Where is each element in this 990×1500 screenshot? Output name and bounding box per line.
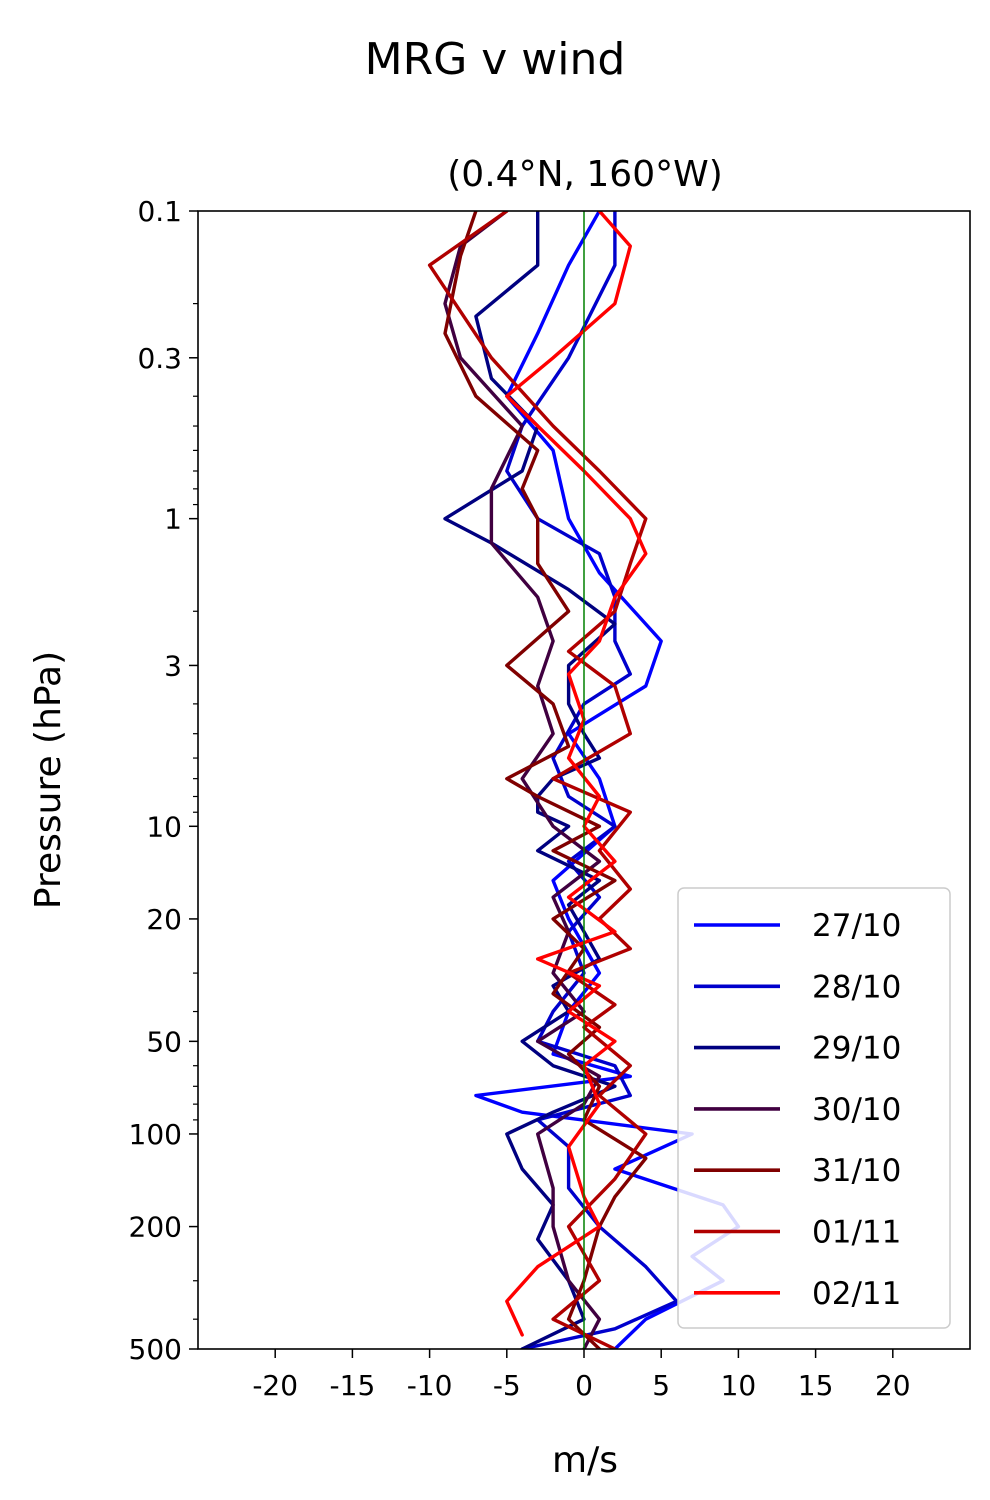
x-tick-label: -15: [330, 1369, 376, 1402]
x-tick-label: 15: [798, 1369, 834, 1402]
chart-title: MRG v wind: [365, 34, 626, 85]
series-line-31-10: [443, 211, 648, 1349]
series-line-29-10: [443, 211, 617, 1349]
x-tick-label: 0: [575, 1369, 593, 1402]
legend: 27/10 28/10 29/10 30/10 31/10 01/11 02/11: [677, 887, 951, 1329]
y-tick-label: 1: [164, 503, 182, 536]
legend-label: 02/11: [812, 1276, 901, 1312]
legend-label: 29/10: [812, 1031, 901, 1067]
series-line-30-10: [443, 211, 602, 1349]
x-tick-label: -5: [493, 1369, 521, 1402]
legend-label: 01/11: [812, 1215, 901, 1251]
y-tick-label: 20: [146, 903, 182, 936]
chart-subtitle: (0.4°N, 160°W): [447, 154, 722, 195]
x-tick-label: -10: [407, 1369, 453, 1402]
x-tick-label: 20: [875, 1369, 911, 1402]
series-layer: [427, 211, 741, 1349]
legend-label: 27/10: [812, 908, 901, 944]
y-tick-label: 0.3: [137, 342, 182, 375]
x-axis-label: m/s: [552, 1440, 618, 1481]
y-tick-label: 100: [129, 1118, 182, 1151]
legend-label: 28/10: [812, 969, 901, 1005]
y-tick-label: 200: [129, 1211, 182, 1244]
legend-box: [677, 887, 951, 1329]
y-axis-label: Pressure (hPa): [28, 651, 69, 909]
x-tick-label: 5: [652, 1369, 670, 1402]
legend-label: 31/10: [812, 1153, 901, 1189]
y-tick-label: 10: [146, 810, 182, 843]
y-tick-label: 50: [146, 1025, 182, 1058]
y-tick-label: 3: [164, 649, 182, 682]
y-tick-label: 0.1: [137, 195, 182, 228]
x-tick-label: -20: [252, 1369, 298, 1402]
ticks-layer: -20 -15 -10 -5 0 5 10 15 20 0.1 0.3 1 3 10 20 50 100 200 5…: [129, 195, 911, 1402]
series-line-01-11: [427, 211, 648, 1349]
legend-label: 30/10: [812, 1092, 901, 1128]
y-tick-label: 500: [129, 1333, 182, 1366]
plot-frame: [197, 210, 971, 1350]
x-tick-label: 10: [721, 1369, 757, 1402]
